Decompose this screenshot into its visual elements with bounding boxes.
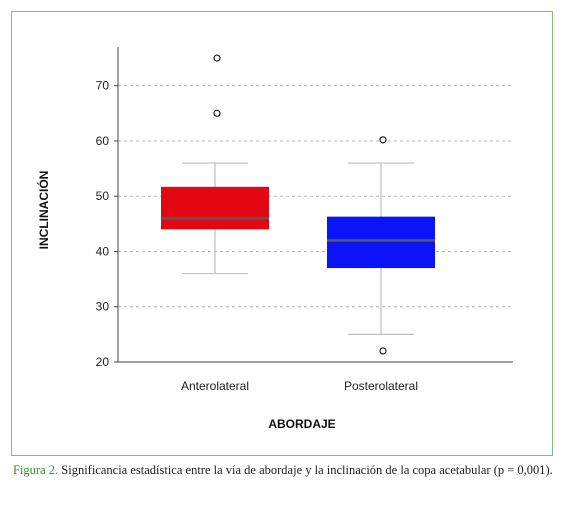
- figure-caption: Figura 2. Significancia estadística entr…: [13, 462, 558, 478]
- caption-label: Figura 2.: [13, 463, 59, 477]
- caption-text: Significancia estadística entre la vía d…: [58, 463, 553, 477]
- x-tick-label: Posterolateral: [344, 379, 418, 393]
- box-group: [161, 54, 269, 275]
- y-tick-label: 60: [96, 134, 110, 148]
- outlier-point: [379, 347, 387, 355]
- x-tick-label: Anterolateral: [181, 379, 249, 393]
- y-tick-label: 50: [96, 189, 110, 203]
- y-tick-label: 40: [96, 244, 110, 258]
- figure-frame: [11, 11, 553, 456]
- x-axis-label: ABORDAJE: [268, 417, 335, 431]
- y-tick-label: 30: [96, 300, 110, 314]
- y-tick-label: 70: [96, 79, 110, 93]
- box-iqr: [327, 216, 435, 269]
- outlier-point: [213, 54, 221, 62]
- outlier-point: [379, 136, 387, 144]
- y-tick-label: 20: [96, 355, 110, 369]
- box-group: [327, 136, 435, 355]
- y-axis-label: INCLINACIÓN: [36, 171, 51, 250]
- boxes: [161, 54, 435, 355]
- axes: 20 30 40 50 60 70 Anterolateral Posterolateral: [96, 47, 513, 393]
- box-iqr: [161, 186, 269, 230]
- outlier-point: [213, 109, 221, 117]
